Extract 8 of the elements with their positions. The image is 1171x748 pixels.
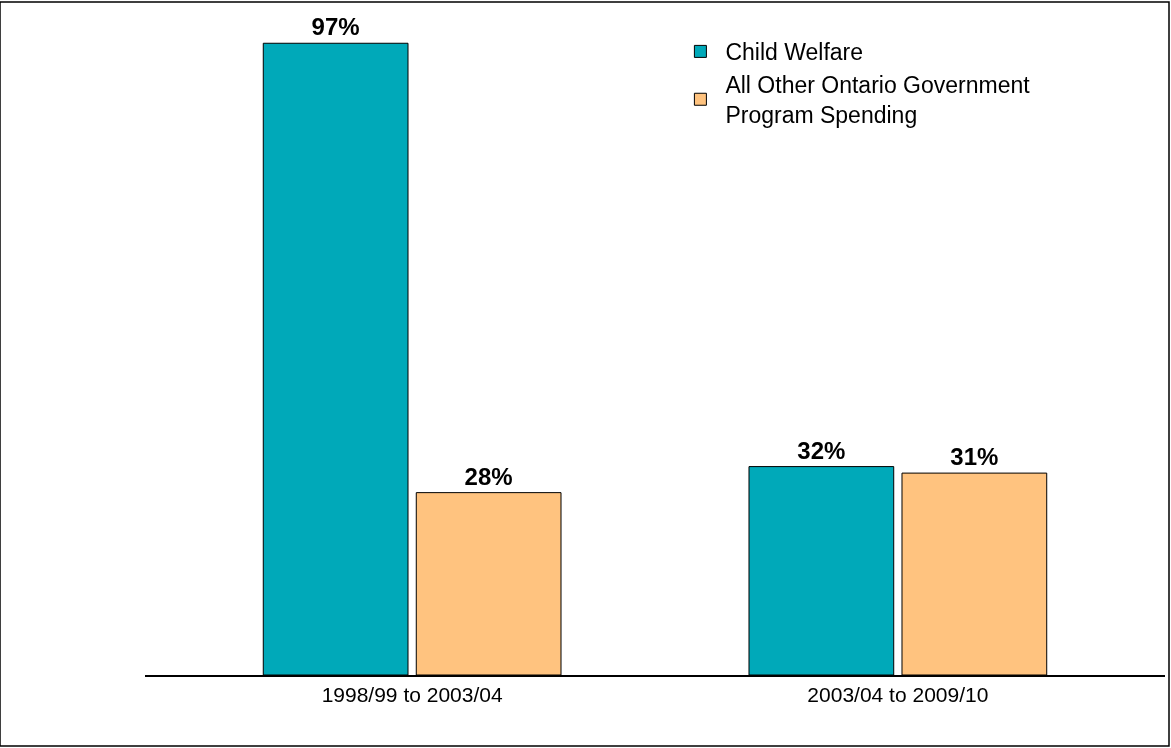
data-label: 32% — [797, 436, 846, 464]
legend-label: All Other Ontario Government Program Spending — [725, 72, 1031, 129]
data-label: 28% — [464, 462, 513, 490]
data-label: 97% — [311, 13, 360, 41]
data-label: 31% — [950, 443, 999, 471]
legend-label: Child Welfare — [725, 39, 864, 66]
x-tick-label: 2003/04 to 2009/10 — [807, 683, 989, 707]
x-tick-label: 1998/99 to 2003/04 — [321, 683, 503, 707]
